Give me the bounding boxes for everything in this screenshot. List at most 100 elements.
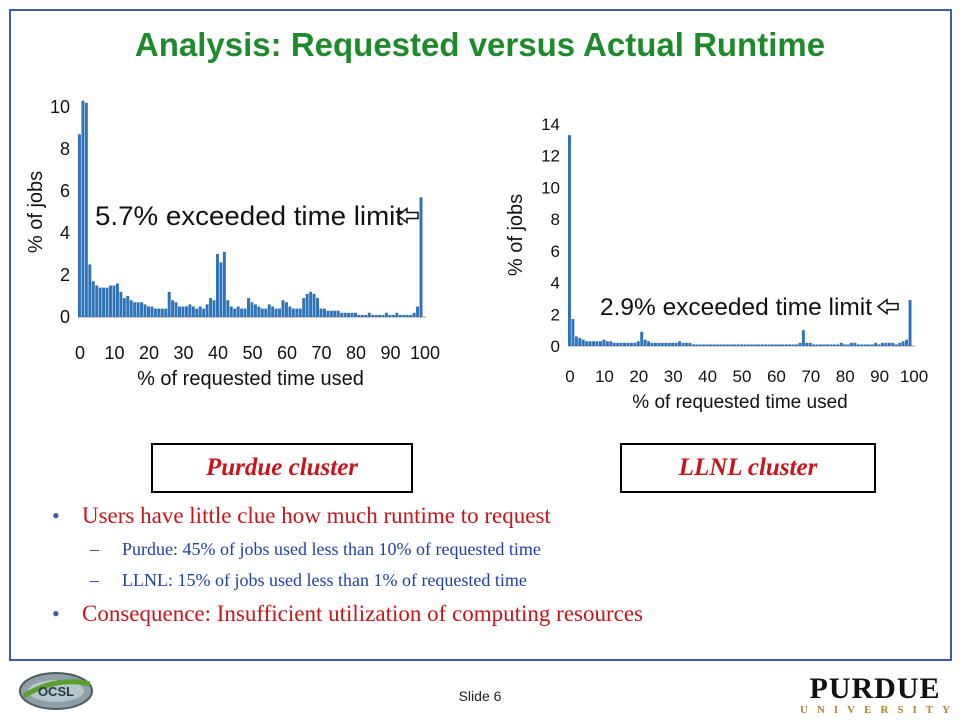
llnl-runtime-chart: 0 2 4 6 8 10 12 14 0 10 20 30 40 50 60 70 80 90 100 % of re… xyxy=(505,115,928,413)
bar xyxy=(609,341,613,346)
y-tick-label: 4 xyxy=(60,223,70,243)
bar xyxy=(243,308,247,317)
sub-bullet-text: Purdue: 45% of jobs used less than 10% o… xyxy=(122,539,541,559)
bar xyxy=(826,344,829,346)
y-tick-label: 2 xyxy=(551,305,560,324)
bar xyxy=(740,344,743,346)
bar xyxy=(571,319,575,346)
bar xyxy=(650,342,654,346)
bar xyxy=(733,344,737,346)
bar xyxy=(832,344,836,346)
left-arrow-icon xyxy=(876,298,899,316)
bar xyxy=(750,344,754,346)
x-tick-label: 70 xyxy=(311,343,331,363)
bar xyxy=(605,341,609,346)
bar xyxy=(285,302,288,317)
y-tick-label: 2 xyxy=(60,265,70,285)
bar xyxy=(188,304,192,317)
bar xyxy=(702,344,706,346)
bullet-list: • Users have little clue how much runtime… xyxy=(52,503,932,637)
bar xyxy=(729,344,733,346)
bar xyxy=(247,298,250,317)
bar xyxy=(281,300,285,317)
bar xyxy=(153,308,157,317)
bar xyxy=(695,344,699,346)
bar xyxy=(688,342,692,346)
y-tick-label: 8 xyxy=(551,210,560,229)
bar xyxy=(115,283,119,317)
purdue-logo-word: PURDUE xyxy=(809,672,941,705)
bar xyxy=(81,100,85,317)
bar xyxy=(633,342,637,346)
annotation-text: 5.7% exceeded time limit xyxy=(95,201,404,231)
x-tick-label: 0 xyxy=(75,343,85,363)
bar xyxy=(801,330,805,346)
bar xyxy=(664,342,668,346)
bar xyxy=(288,306,292,317)
bar xyxy=(385,312,388,317)
bar xyxy=(88,264,92,317)
bar xyxy=(770,344,774,346)
x-tick-label: 80 xyxy=(836,367,855,386)
bar xyxy=(157,308,161,317)
bar xyxy=(681,342,685,346)
bar xyxy=(805,342,809,346)
bar xyxy=(698,344,702,346)
bar xyxy=(95,285,99,317)
bar xyxy=(781,344,785,346)
bar xyxy=(112,285,116,317)
bar xyxy=(84,102,88,317)
bar xyxy=(743,344,747,346)
bar xyxy=(171,300,175,317)
dash-icon: – xyxy=(90,570,99,590)
bar xyxy=(843,344,847,346)
bar xyxy=(674,342,678,346)
bar xyxy=(588,341,592,346)
bar xyxy=(705,344,709,346)
bar xyxy=(350,312,354,317)
bar xyxy=(198,306,202,317)
bar xyxy=(364,314,368,317)
bar xyxy=(178,306,181,317)
bar xyxy=(812,344,816,346)
bar xyxy=(846,344,850,346)
bar xyxy=(767,344,771,346)
bar xyxy=(746,344,750,346)
bar xyxy=(147,306,150,317)
bar xyxy=(250,302,254,317)
x-tick-label: 40 xyxy=(208,343,228,363)
bullet-item: • Users have little clue how much runtime… xyxy=(52,503,932,529)
bar xyxy=(333,310,337,317)
bar xyxy=(836,344,840,346)
bullet-dot-icon: • xyxy=(52,503,60,528)
x-tick-label: 30 xyxy=(664,367,683,386)
bar xyxy=(829,344,833,346)
bar xyxy=(402,314,406,317)
bar xyxy=(602,339,606,346)
bar xyxy=(795,344,798,346)
bar xyxy=(253,304,257,317)
bar xyxy=(726,344,730,346)
x-tick-label: 10 xyxy=(104,343,124,363)
bar xyxy=(271,306,275,317)
bar xyxy=(378,314,382,317)
bar xyxy=(592,341,595,346)
bar xyxy=(891,342,895,346)
bar xyxy=(347,312,351,317)
bar xyxy=(629,342,633,346)
bar xyxy=(839,342,843,346)
bar xyxy=(777,344,781,346)
bar xyxy=(219,262,223,317)
bar xyxy=(850,342,853,346)
x-tick-label: 90 xyxy=(380,343,400,363)
bar xyxy=(788,344,792,346)
bar xyxy=(374,314,378,317)
bar xyxy=(278,308,282,317)
bar xyxy=(881,342,884,346)
bar xyxy=(102,287,106,317)
bar xyxy=(181,306,185,317)
bar xyxy=(808,342,812,346)
bar xyxy=(129,300,133,317)
y-tick-label: 10 xyxy=(541,178,560,197)
bar xyxy=(667,342,671,346)
